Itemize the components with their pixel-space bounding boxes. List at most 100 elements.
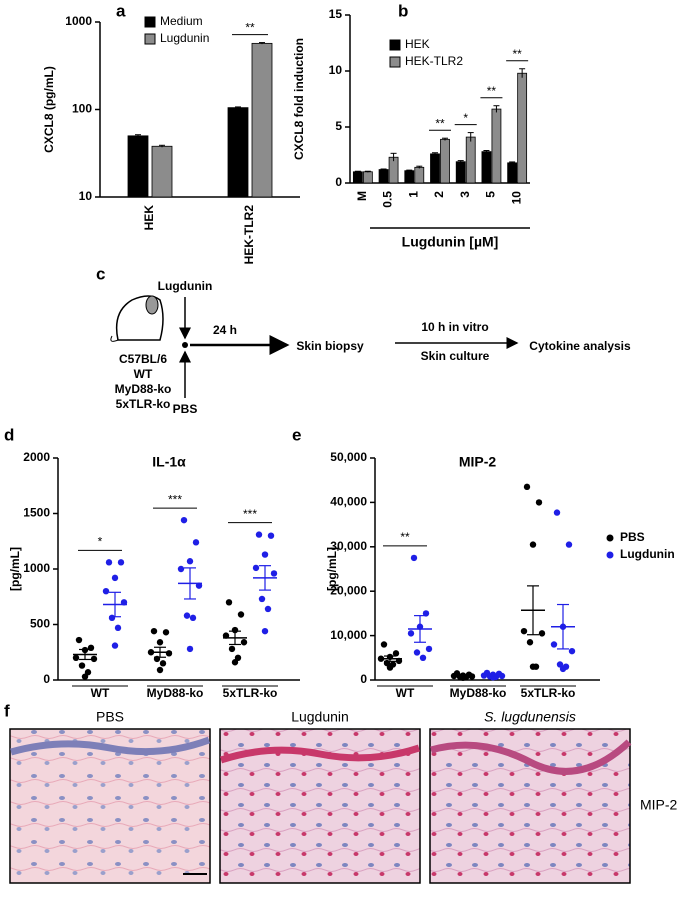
data-point xyxy=(425,645,433,653)
data-point xyxy=(114,624,122,632)
x-tick-label: HEK xyxy=(142,205,156,231)
y-tick-label: 0 xyxy=(360,672,367,686)
significance-label: ** xyxy=(245,21,255,35)
x-tick-label: HEK-TLR2 xyxy=(242,205,256,265)
panel-label: a xyxy=(116,1,126,20)
data-point xyxy=(72,654,80,661)
mouse-strain: MyD88-ko xyxy=(115,382,172,396)
y-tick-label: 0 xyxy=(335,175,342,189)
column-label: Lugdunin xyxy=(291,709,349,725)
chart-title: MIP-2 xyxy=(459,454,497,470)
data-point xyxy=(108,614,116,622)
data-point xyxy=(159,660,167,667)
data-point xyxy=(228,645,236,653)
legend-label: Medium xyxy=(160,14,203,28)
y-axis-label: CXCL8 (pg/mL) xyxy=(42,66,56,153)
step-label: Cytokine analysis xyxy=(529,339,631,353)
data-point xyxy=(419,654,427,661)
histology-image xyxy=(429,728,631,884)
bar xyxy=(378,169,389,184)
histology-image xyxy=(9,728,211,884)
data-point xyxy=(105,559,113,566)
data-point xyxy=(258,595,266,603)
bar xyxy=(440,138,450,184)
data-point xyxy=(529,541,537,548)
data-point xyxy=(78,662,86,669)
y-axis-label: CXCL8 fold induction xyxy=(292,38,306,160)
data-point xyxy=(111,642,119,649)
x-tick-label: 3 xyxy=(458,191,472,198)
data-point xyxy=(75,636,83,644)
x-tick-label: 5xTLR-ko xyxy=(223,686,278,700)
data-point xyxy=(186,645,194,653)
panel-label: b xyxy=(398,1,408,20)
bar xyxy=(362,171,373,184)
data-point xyxy=(81,673,89,680)
data-point xyxy=(156,639,164,646)
data-point xyxy=(267,532,275,539)
y-tick-label: 10,000 xyxy=(330,628,367,642)
x-tick-label: MyD88-ko xyxy=(147,686,204,700)
x-tick-label: 2 xyxy=(432,191,446,198)
legend-label: Lugdunin xyxy=(160,31,209,45)
data-point xyxy=(261,551,269,558)
data-point xyxy=(252,564,260,572)
data-point xyxy=(231,659,239,666)
data-point xyxy=(550,641,558,648)
schematic: c Lugdunin PBS C57BL/6 WT MyD88-ko 5xTLR… xyxy=(96,264,631,416)
x-tick-label: 5xTLR-ko xyxy=(521,686,576,700)
panel-label: f xyxy=(4,701,10,720)
y-tick-label: 100 xyxy=(72,102,92,116)
data-point xyxy=(240,639,248,646)
x-tick-label: 5 xyxy=(484,191,498,198)
y-tick-label: 5 xyxy=(335,119,342,133)
time-label: 24 h xyxy=(213,323,237,337)
treatment-label: PBS xyxy=(173,402,198,416)
data-point xyxy=(568,647,576,655)
x-tick-label: WT xyxy=(396,686,415,700)
bar xyxy=(127,135,149,198)
column-label: S. lugdunensis xyxy=(484,709,576,725)
epidermis xyxy=(10,736,211,756)
injection-dot xyxy=(182,342,188,348)
legend-label: HEK xyxy=(405,37,430,51)
data-point xyxy=(162,629,170,636)
data-point xyxy=(410,554,418,562)
x-tick-label: 1 xyxy=(406,191,420,198)
data-point xyxy=(183,612,191,619)
y-axis-label: [pg/mL] xyxy=(325,547,339,591)
y-axis-label: [pg/mL] xyxy=(8,547,22,591)
y-tick-label: 1000 xyxy=(65,14,92,28)
bar xyxy=(491,108,502,184)
y-tick-label: 10 xyxy=(329,63,343,77)
x-tick-label: 10 xyxy=(509,191,523,205)
x-axis-label: Lugdunin [µM] xyxy=(402,234,499,250)
data-point xyxy=(192,539,200,546)
legend-swatch xyxy=(606,551,614,559)
y-tick-label: 500 xyxy=(30,617,50,631)
bar xyxy=(352,171,363,184)
data-point xyxy=(535,499,543,506)
panel-label: e xyxy=(292,425,301,444)
bar xyxy=(481,151,492,184)
panel-label: d xyxy=(4,425,14,444)
data-point xyxy=(90,655,98,663)
significance-label: ** xyxy=(487,84,497,98)
data-point xyxy=(565,541,573,548)
bar xyxy=(517,72,528,184)
data-point xyxy=(180,516,188,524)
step-label: 10 h in vitro xyxy=(421,320,488,334)
data-point xyxy=(520,627,528,635)
bar xyxy=(151,145,173,198)
y-tick-label: 1000 xyxy=(23,561,50,575)
chart-title: IL-1α xyxy=(152,454,186,470)
epidermis xyxy=(219,744,421,764)
y-tick-label: 0 xyxy=(43,672,50,686)
step-label: Skin biopsy xyxy=(296,339,364,353)
bar xyxy=(465,136,476,184)
bar xyxy=(430,153,440,184)
x-tick-label: 0.5 xyxy=(381,191,395,208)
data-point xyxy=(264,605,272,613)
y-tick-label: 50,000 xyxy=(330,450,367,464)
mouse-tail xyxy=(110,335,119,342)
